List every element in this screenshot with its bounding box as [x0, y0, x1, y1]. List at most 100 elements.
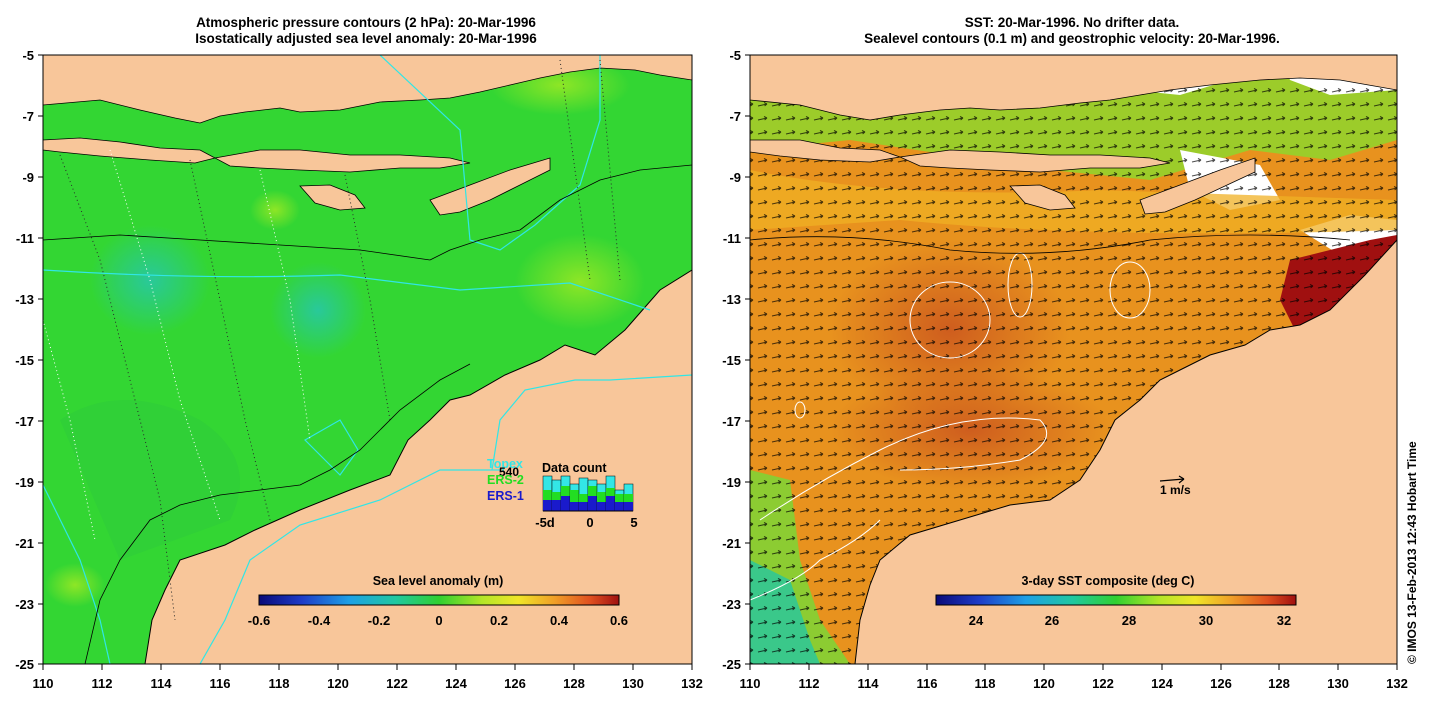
- left-title-line1: Atmospheric pressure contours (2 hPa): 2…: [196, 15, 536, 30]
- left-islands-lesser-sunda: [213, 149, 471, 173]
- right-lon-label: 116: [917, 676, 938, 691]
- left-pressure-contour-3: [84, 363, 471, 664]
- legend-axis-tick: 5: [630, 515, 637, 530]
- right-lat-label: -9: [729, 170, 741, 185]
- right-colorbar-ramp: [935, 594, 1297, 606]
- left-lon-label: 130: [622, 676, 644, 691]
- right-island-sumba: [1009, 184, 1076, 211]
- right-lat-label: -25: [722, 657, 741, 672]
- sealevel-contour-6: [794, 401, 806, 419]
- sealevel-contour-2: [1109, 261, 1151, 319]
- left-lat-label: -17: [15, 414, 34, 429]
- left-lat-label: -25: [15, 657, 34, 672]
- right-island-timor: [1139, 157, 1256, 215]
- left-ers-track-2: [109, 149, 221, 521]
- left-colorbar-tick: -0.2: [368, 613, 390, 628]
- left-lon-label: 132: [681, 676, 703, 691]
- velocity-scale-label: 1 m/s: [1160, 483, 1191, 497]
- left-ers-track-1: [59, 154, 176, 621]
- left-map: [43, 55, 692, 664]
- right-title-line1: SST: 20-Mar-1996. No drifter data.: [965, 15, 1180, 30]
- sla-high-sw: [45, 563, 105, 607]
- left-island-timor: [429, 157, 551, 216]
- right-lon-label: 130: [1327, 676, 1349, 691]
- velocity-scale: 1 m/s: [1159, 475, 1191, 497]
- left-lon-label: 124: [445, 676, 467, 691]
- left-topex-track-1: [43, 269, 651, 311]
- right-colorbar-tick: 28: [1122, 613, 1136, 628]
- left-ers-track-3: [189, 159, 271, 521]
- left-land-north: [43, 55, 692, 124]
- sla-low-central: [270, 262, 366, 358]
- left-lat-label: -23: [15, 597, 34, 612]
- sla-high-east: [515, 234, 645, 330]
- left-lat-label: -21: [15, 536, 34, 551]
- left-lat-label: -15: [15, 353, 34, 368]
- right-land-north: [750, 55, 1397, 121]
- data-count-legend: Topex 540 ERS-2 ERS-1 Data count: [487, 457, 638, 530]
- right-lon-label: 112: [799, 676, 820, 691]
- left-lat-label: -11: [16, 231, 34, 246]
- left-pressure-contour-1: [43, 234, 431, 261]
- velocity-scale-arrowhead: [1178, 475, 1185, 484]
- left-lat-label: -7: [22, 109, 34, 124]
- left-lon-label: 120: [327, 676, 349, 691]
- right-colorbar-title: 3-day SST composite (deg C): [1022, 574, 1195, 588]
- right-lat-ticks: -5 -7 -9 -11 -13 -15 -17 -19 -21 -23 -25: [722, 48, 750, 672]
- left-colorbar-ramp: [258, 594, 620, 606]
- right-island-java: [750, 139, 901, 163]
- right-lon-label: 120: [1033, 676, 1055, 691]
- left-lat-ticks: -5 -7 -9 -11 -13 -15 -17 -19 -21 -23 -25: [15, 48, 43, 672]
- left-colorbar-tick: 0: [435, 613, 442, 628]
- right-colorbar-tick: 26: [1045, 613, 1059, 628]
- left-colorbar-title: Sea level anomaly (m): [373, 574, 504, 588]
- data-count-histogram: [542, 475, 634, 512]
- left-topex-track-4: [43, 469, 500, 664]
- legend-topex-count: 540: [499, 465, 519, 479]
- right-lat-label: -5: [729, 48, 741, 63]
- right-lon-label: 126: [1210, 676, 1232, 691]
- sealevel-contour-4: [759, 417, 1048, 521]
- right-lat-label: -21: [722, 536, 741, 551]
- left-ers-track-4: [259, 169, 311, 441]
- left-lon-label: 114: [151, 676, 173, 691]
- right-lat-label: -17: [722, 414, 741, 429]
- left-island-sumba: [299, 184, 366, 211]
- left-lat-label: -5: [22, 48, 34, 63]
- right-colorbar-tick: 24: [969, 613, 984, 628]
- left-island-java: [43, 137, 217, 164]
- right-lon-label: 132: [1386, 676, 1408, 691]
- sealevel-contour-1: [909, 281, 991, 359]
- left-ers-track-7: [599, 59, 621, 281]
- left-pressure-contour-2: [429, 164, 692, 261]
- left-lat-label: -13: [15, 292, 34, 307]
- right-lat-label: -15: [722, 353, 741, 368]
- left-lon-label: 116: [210, 676, 231, 691]
- legend-data-count-title: Data count: [542, 461, 607, 475]
- left-colorbar-tick: -0.4: [308, 613, 331, 628]
- sla-high-small: [250, 190, 300, 230]
- left-australia-land: [144, 269, 692, 664]
- right-lat-label: -19: [722, 475, 741, 490]
- right-australia-land: [854, 239, 1397, 664]
- left-colorbar-tick: 0.4: [550, 613, 569, 628]
- left-topex-track-5: [304, 419, 359, 476]
- sla-band: [60, 400, 240, 560]
- legend-axis-tick: -5d: [535, 515, 555, 530]
- legend-axis-tick: 0: [586, 515, 593, 530]
- legend-topex-label: Topex: [487, 457, 523, 471]
- left-lon-label: 128: [563, 676, 585, 691]
- right-title-line2: Sealevel contours (0.1 m) and geostrophi…: [864, 31, 1280, 46]
- imos-credit: © IMOS 13-Feb-2013 12:43 Hobart Time: [1405, 441, 1419, 664]
- left-topex-track-3: [491, 374, 692, 471]
- right-colorbar: 3-day SST composite (deg C) 24 26 28 30 …: [935, 574, 1297, 628]
- left-colorbar-tick: 0.6: [610, 613, 628, 628]
- left-lon-label: 118: [269, 676, 290, 691]
- right-lat-label: -7: [729, 109, 741, 124]
- right-lon-ticks: 110 112 114 116 118 120 122 124 126 128 …: [740, 664, 1408, 691]
- left-colorbar-tick: 0.2: [490, 613, 508, 628]
- right-lon-label: 110: [740, 676, 761, 691]
- left-title-line2: Isostatically adjusted sea level anomaly…: [195, 31, 537, 46]
- right-lat-label: -23: [722, 597, 741, 612]
